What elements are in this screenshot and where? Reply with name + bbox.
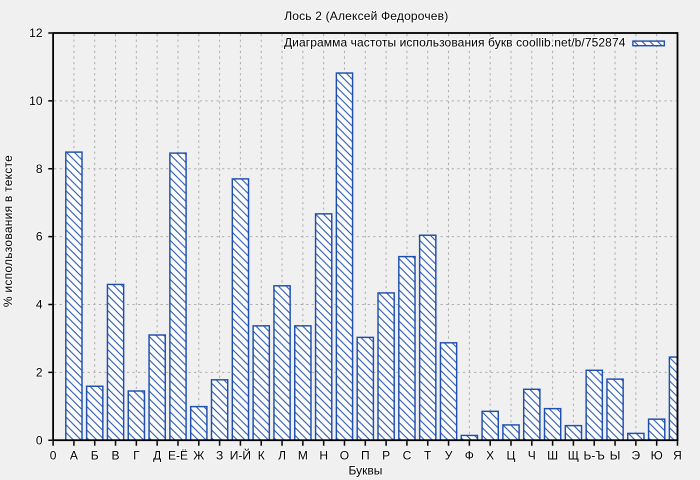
svg-text:Ь-Ъ: Ь-Ъ [584,448,605,462]
svg-text:Б: Б [91,448,99,462]
svg-text:0: 0 [50,448,57,462]
svg-text:10: 10 [29,94,43,108]
svg-text:М: М [298,448,308,462]
svg-text:Е-Ё: Е-Ё [168,448,188,462]
svg-text:Ы: Ы [610,448,621,462]
svg-text:Ч: Ч [528,448,536,462]
svg-text:Ж: Ж [193,448,204,462]
svg-text:Ц: Ц [507,448,516,462]
svg-text:С: С [403,448,412,462]
svg-text:Ш: Ш [547,448,558,462]
svg-text:К: К [258,448,265,462]
svg-text:Т: Т [424,448,432,462]
svg-text:6: 6 [36,230,43,244]
svg-text:12: 12 [29,26,43,40]
svg-text:П: П [361,448,370,462]
svg-text:И-Й: И-Й [230,447,251,462]
svg-text:О: О [340,448,349,462]
svg-text:Лось 2 (Алексей Федорочев): Лось 2 (Алексей Федорочев) [284,9,448,23]
svg-text:Я: Я [673,448,682,462]
svg-text:4: 4 [36,298,43,312]
svg-text:А: А [70,448,78,462]
svg-text:У: У [445,448,453,462]
svg-text:0: 0 [36,433,43,447]
svg-text:Ю: Ю [651,448,663,462]
svg-text:Э: Э [632,448,641,462]
svg-text:Х: Х [486,448,494,462]
svg-text:Р: Р [382,448,390,462]
svg-text:З: З [216,448,223,462]
svg-text:Диаграмма частоты использовани: Диаграмма частоты использования букв coo… [284,36,626,50]
svg-text:2: 2 [36,365,43,379]
svg-text:% использования в тексте: % использования в тексте [1,155,15,307]
svg-text:Буквы: Буквы [348,463,382,477]
svg-text:В: В [112,448,120,462]
svg-text:Н: Н [319,448,328,462]
svg-text:Л: Л [278,448,286,462]
svg-text:Щ: Щ [568,448,579,462]
svg-text:Ф: Ф [465,448,474,462]
svg-text:Г: Г [133,448,140,462]
svg-text:Д: Д [153,448,161,462]
svg-text:8: 8 [36,162,43,176]
